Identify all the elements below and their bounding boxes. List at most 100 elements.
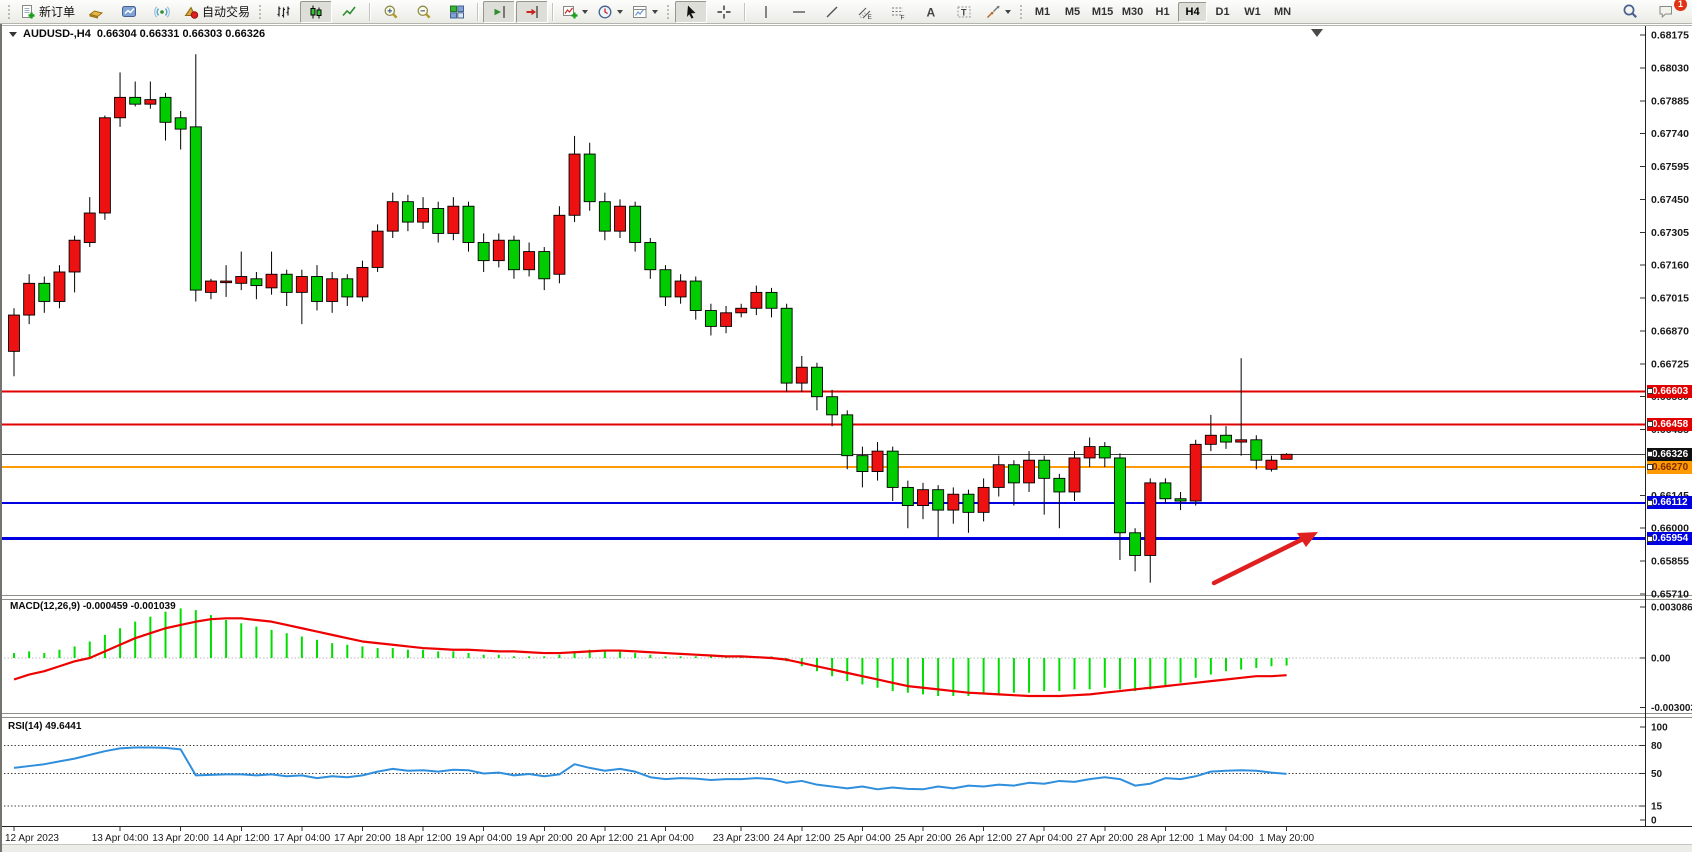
candle[interactable] [704, 310, 717, 327]
toolbar-grip[interactable] [258, 3, 264, 20]
candle[interactable] [1068, 457, 1081, 493]
candle[interactable] [1129, 532, 1142, 556]
candle[interactable] [780, 307, 793, 384]
candle[interactable] [583, 153, 596, 203]
candle[interactable] [114, 96, 127, 119]
signal-button[interactable] [146, 1, 178, 23]
auto-scroll-button[interactable] [483, 0, 516, 23]
candle[interactable] [371, 230, 384, 268]
candle[interactable] [432, 208, 445, 234]
auto-trading-button[interactable]: 自动交易 [179, 1, 254, 23]
bar-chart-button[interactable] [267, 1, 299, 23]
cursor-button[interactable] [675, 0, 708, 23]
candle[interactable] [401, 201, 414, 223]
candle[interactable] [1098, 446, 1111, 459]
candle[interactable] [689, 280, 702, 311]
candle[interactable] [659, 269, 672, 298]
candle[interactable] [189, 126, 202, 291]
shift-marker-icon[interactable] [1311, 29, 1323, 37]
candle[interactable] [1204, 434, 1217, 445]
candle[interactable] [250, 278, 263, 287]
candle[interactable] [856, 455, 869, 472]
periods-button[interactable] [593, 1, 627, 23]
candle[interactable] [1113, 457, 1126, 534]
candle[interactable] [992, 464, 1005, 488]
tf-button-W1[interactable]: W1 [1244, 5, 1261, 18]
chart-dropdown-icon[interactable] [9, 31, 17, 37]
candle[interactable] [1144, 482, 1157, 556]
candle[interactable] [508, 239, 520, 271]
candle[interactable] [1083, 446, 1096, 459]
candle[interactable] [962, 493, 975, 513]
market-watch-button[interactable] [80, 1, 112, 23]
candle[interactable] [886, 450, 899, 488]
terminal-button[interactable] [113, 1, 145, 23]
text-button[interactable]: A [915, 1, 947, 23]
fibonacci-button[interactable]: F [882, 1, 914, 23]
chart-shift-button[interactable] [516, 0, 549, 23]
candle[interactable] [174, 117, 187, 130]
candle[interactable] [477, 242, 490, 262]
candle[interactable] [386, 201, 399, 232]
candle[interactable] [568, 153, 581, 216]
candle[interactable] [1038, 459, 1051, 479]
candle[interactable] [674, 280, 687, 298]
candle[interactable] [1159, 482, 1172, 500]
crosshair-button[interactable] [708, 1, 740, 23]
candle[interactable] [295, 276, 308, 293]
toolbar-grip[interactable] [7, 3, 12, 20]
candle[interactable] [629, 205, 642, 243]
candle[interactable] [53, 271, 66, 302]
candle[interactable] [311, 276, 323, 302]
candle[interactable] [750, 291, 763, 309]
candle[interactable] [1280, 453, 1293, 460]
toolbar-grip[interactable] [1019, 3, 1025, 20]
search-button[interactable] [1614, 1, 1646, 23]
candle[interactable] [492, 239, 505, 262]
candle[interactable] [8, 314, 20, 352]
candle[interactable] [614, 205, 626, 232]
candle[interactable] [553, 214, 566, 275]
candle[interactable] [977, 486, 990, 513]
candle[interactable] [826, 396, 839, 416]
candle[interactable] [523, 251, 536, 271]
candle[interactable] [265, 273, 278, 289]
candle[interactable] [1174, 498, 1187, 502]
candle[interactable] [235, 276, 248, 284]
chart-canvas[interactable]: 0.68175 0.68030 0.67885 0.67740 0.67595 0.674… [2, 24, 1692, 852]
candle[interactable] [1023, 459, 1035, 484]
line-chart-button[interactable] [333, 1, 365, 23]
text-label-button[interactable]: T [948, 1, 980, 23]
candle[interactable] [538, 251, 551, 280]
tf-button-M30[interactable]: M30 [1121, 5, 1144, 18]
templates-button[interactable] [628, 1, 662, 23]
candle[interactable] [341, 278, 354, 298]
tf-button-H1[interactable]: H1 [1155, 5, 1170, 18]
red-arrow-annotation[interactable] [1211, 536, 1306, 586]
candle[interactable] [1220, 434, 1232, 443]
candle[interactable] [735, 307, 748, 314]
candle[interactable] [83, 212, 96, 243]
zoom-out-button[interactable] [408, 1, 440, 23]
tile-windows-button[interactable] [441, 1, 473, 23]
horizontal-line-button[interactable] [783, 1, 815, 23]
candle[interactable] [644, 242, 657, 271]
candle[interactable] [1250, 439, 1263, 461]
tf-button-H4[interactable]: H4 [1178, 1, 1208, 22]
zoom-in-button[interactable] [375, 1, 407, 23]
candle[interactable] [811, 366, 823, 398]
candle[interactable] [98, 117, 111, 214]
candle[interactable] [720, 312, 732, 327]
candle[interactable] [417, 208, 429, 223]
candle[interactable] [356, 266, 369, 298]
candle[interactable] [1265, 459, 1278, 470]
new-order-button[interactable]: 新订单 [16, 1, 79, 23]
candle[interactable] [220, 280, 233, 284]
tf-button-M5[interactable]: M5 [1064, 5, 1081, 18]
candle[interactable] [795, 366, 808, 384]
candle[interactable] [23, 282, 36, 316]
candle[interactable] [129, 96, 142, 105]
candle[interactable] [326, 278, 339, 302]
candle[interactable] [1007, 464, 1020, 484]
candle[interactable] [68, 239, 81, 273]
